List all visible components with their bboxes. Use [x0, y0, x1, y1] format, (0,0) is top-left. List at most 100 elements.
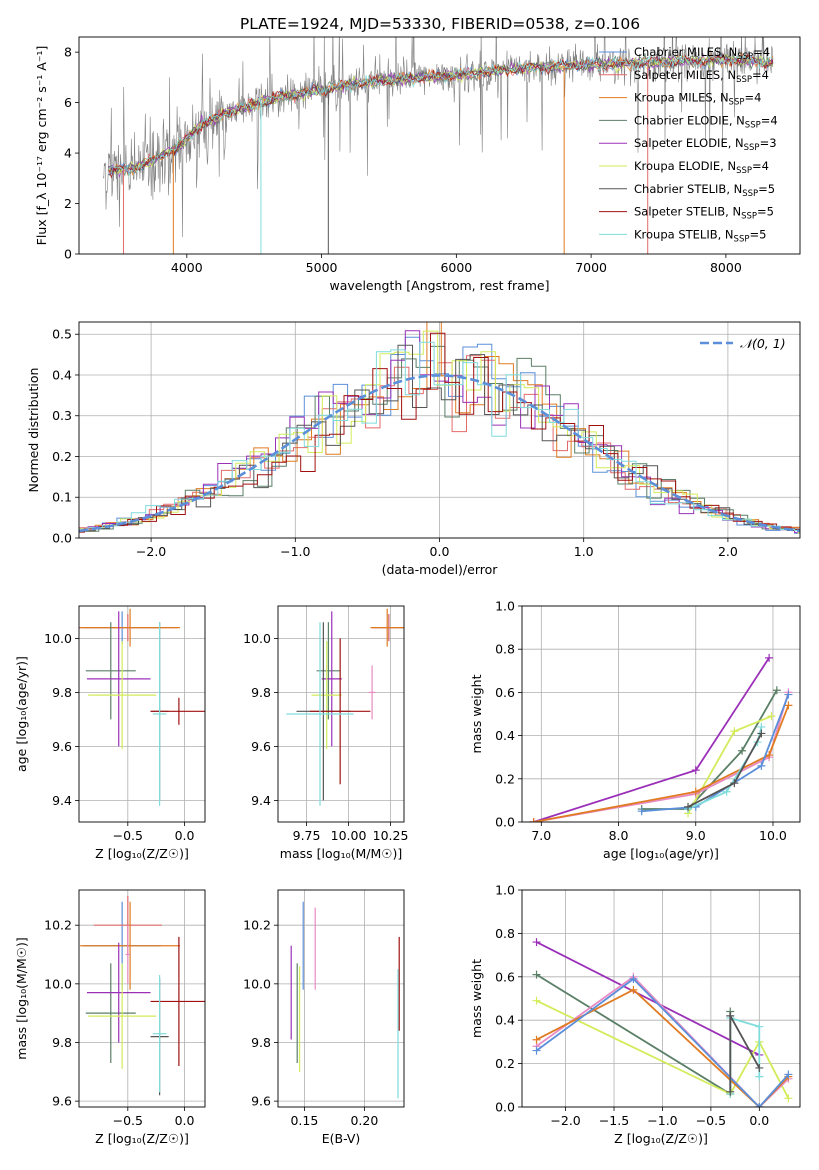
series-marker: [755, 1063, 764, 1072]
legend-subscript: SSP: [729, 98, 745, 108]
legend-subscript: SSP: [736, 166, 752, 176]
x-axis-label: E(B-V): [322, 1131, 361, 1146]
series-marker: [726, 1087, 735, 1096]
series-marker: [755, 1072, 764, 1081]
x-tick-label: −2.0: [550, 1113, 580, 1128]
series-marker: [532, 1035, 541, 1044]
y-tick-label: 0.4: [495, 1013, 515, 1028]
series-marker: [755, 1022, 764, 1031]
residuals-plot: [79, 322, 800, 534]
x-tick-label: 9.0: [686, 828, 706, 843]
legend-label: Chabrier MILES, NSSP=4: [634, 45, 770, 62]
weight_vs_age-frame: [521, 605, 801, 823]
series-line-kroupa_stelib: [687, 726, 763, 810]
x-tick-label: −1.0: [647, 1113, 677, 1128]
y-tick-label: 0.1: [52, 490, 72, 505]
x-tick-label: 5000: [306, 260, 338, 275]
x-tick-label: 0.15: [290, 1113, 318, 1128]
legend-label: Chabrier STELIB, NSSP=5: [634, 182, 775, 199]
legend-count: =4: [752, 159, 769, 173]
y-tick-label: 0.8: [495, 926, 515, 941]
x-tick-label: −0.5: [696, 1113, 726, 1128]
legend-label: Kroupa STELIB, NSSP=5: [634, 227, 766, 244]
x-axis-label: age [log₁₀(age/yr)]: [603, 846, 719, 861]
series-marker: [757, 761, 766, 770]
histogram-kroupa_stelib: [79, 341, 800, 531]
mass_vs_ebv-frame: [277, 889, 405, 1108]
x-tick-label: −1.5: [599, 1113, 629, 1128]
series-marker: [532, 996, 541, 1005]
series-marker: [784, 1094, 793, 1103]
x-tick-label: 4000: [171, 260, 203, 275]
legend-count: =4: [753, 45, 770, 59]
legend-count: =3: [760, 136, 777, 150]
series-marker: [691, 766, 700, 775]
y-axis-label: Flux [f_λ 10⁻¹⁷ erg cm⁻² s⁻¹ A⁻¹]: [34, 46, 49, 246]
legend-count: =5: [749, 227, 766, 241]
spectrum-model-chabrier_elodie: [108, 53, 774, 177]
y-tick-label: 9.6: [52, 1094, 72, 1109]
y-tick-label: 9.6: [251, 1094, 271, 1109]
series-marker: [730, 779, 739, 788]
series-line-kroupa_miles: [533, 705, 790, 822]
y-tick-label: 0.2: [495, 1056, 515, 1071]
x-tick-label: 2.0: [718, 544, 738, 559]
y-tick-label: 4: [64, 146, 72, 161]
x-tick-label: 0.20: [350, 1113, 378, 1128]
y-tick-label: 9.4: [251, 793, 271, 808]
series-marker: [691, 787, 700, 796]
legend-count: =4: [752, 68, 769, 82]
y-tick-label: 9.8: [251, 685, 271, 700]
x-tick-label: 9.75: [293, 828, 321, 843]
y-tick-label: 0.0: [52, 531, 72, 546]
series-marker: [532, 970, 541, 979]
y-tick-label: 0.5: [52, 327, 72, 342]
residuals-legend: 𝒩(0, 1): [700, 336, 786, 351]
normal-curve: [79, 374, 800, 533]
y-tick-label: 10.0: [243, 976, 271, 991]
y-tick-label: 0.4: [52, 367, 72, 382]
y-tick-label: 0.0: [495, 1100, 515, 1115]
y-tick-label: 0.4: [495, 728, 515, 743]
mass_vs_ebv-axes: 0.15 0.20 9.6 9.8 10.0 10.2 E(B-V): [243, 890, 404, 1146]
x-tick-label: −0.5: [113, 828, 143, 843]
spectrum-frame: [78, 36, 801, 255]
x-tick-label: 0.0: [430, 544, 450, 559]
age_vs_Z-axes: −0.5 0.0 9.4 9.6 9.8 10.0 Z [log₁₀(Z/Z☉)] age […: [14, 606, 205, 861]
series-marker: [784, 701, 793, 710]
mass_vs_Z-plot: [80, 895, 205, 1096]
series-line-kroupa_elodie: [536, 999, 790, 1099]
series-marker: [755, 1103, 764, 1107]
y-tick-label: 0: [64, 247, 72, 262]
y-tick-label: 0.2: [52, 449, 72, 464]
y-tick-label: 10.0: [44, 631, 72, 646]
legend-label: Salpeter MILES, NSSP=4: [634, 68, 769, 85]
y-tick-label: 0.6: [495, 685, 515, 700]
series-line-salpeter_elodie: [536, 941, 760, 1056]
series-marker: [726, 1011, 735, 1020]
weight_vs_Z-frame: [521, 889, 801, 1108]
y-axis-label: mass [log₁₀(M/M☉)]: [14, 937, 29, 1059]
spectrum-model-kroupa_stelib: [108, 52, 774, 177]
y-axis-label: age [log₁₀(age/yr)]: [14, 656, 29, 772]
mass_vs_Z-frame: [78, 889, 206, 1108]
series-marker: [738, 746, 747, 755]
y-tick-label: 10.2: [243, 918, 271, 933]
x-axis-label: Z [log₁₀(Z/Z☉)]: [95, 846, 189, 861]
x-tick-label: 10.0: [759, 828, 787, 843]
legend-subscript: SSP: [734, 234, 750, 244]
x-axis-label: Z [log₁₀(Z/Z☉)]: [614, 1131, 708, 1146]
legend-count: =4: [744, 91, 761, 105]
legend-subscript: SSP: [744, 143, 760, 153]
x-tick-label: 0.0: [175, 828, 195, 843]
series-marker: [757, 729, 766, 738]
y-tick-label: 9.6: [251, 739, 271, 754]
legend-count: =5: [757, 205, 774, 219]
residuals-axes: −2.0 −1.0 0.0 1.0 2.0 0.0 0.1 0.2 0.3 0.4 0.5 (data…: [26, 322, 800, 577]
x-axis-label: wavelength [Angstrom, rest frame]: [329, 278, 549, 293]
legend-count: =4: [761, 113, 778, 127]
series-marker: [629, 985, 638, 994]
x-axis-label: (data-model)/error: [382, 562, 499, 577]
series-marker: [772, 686, 781, 695]
